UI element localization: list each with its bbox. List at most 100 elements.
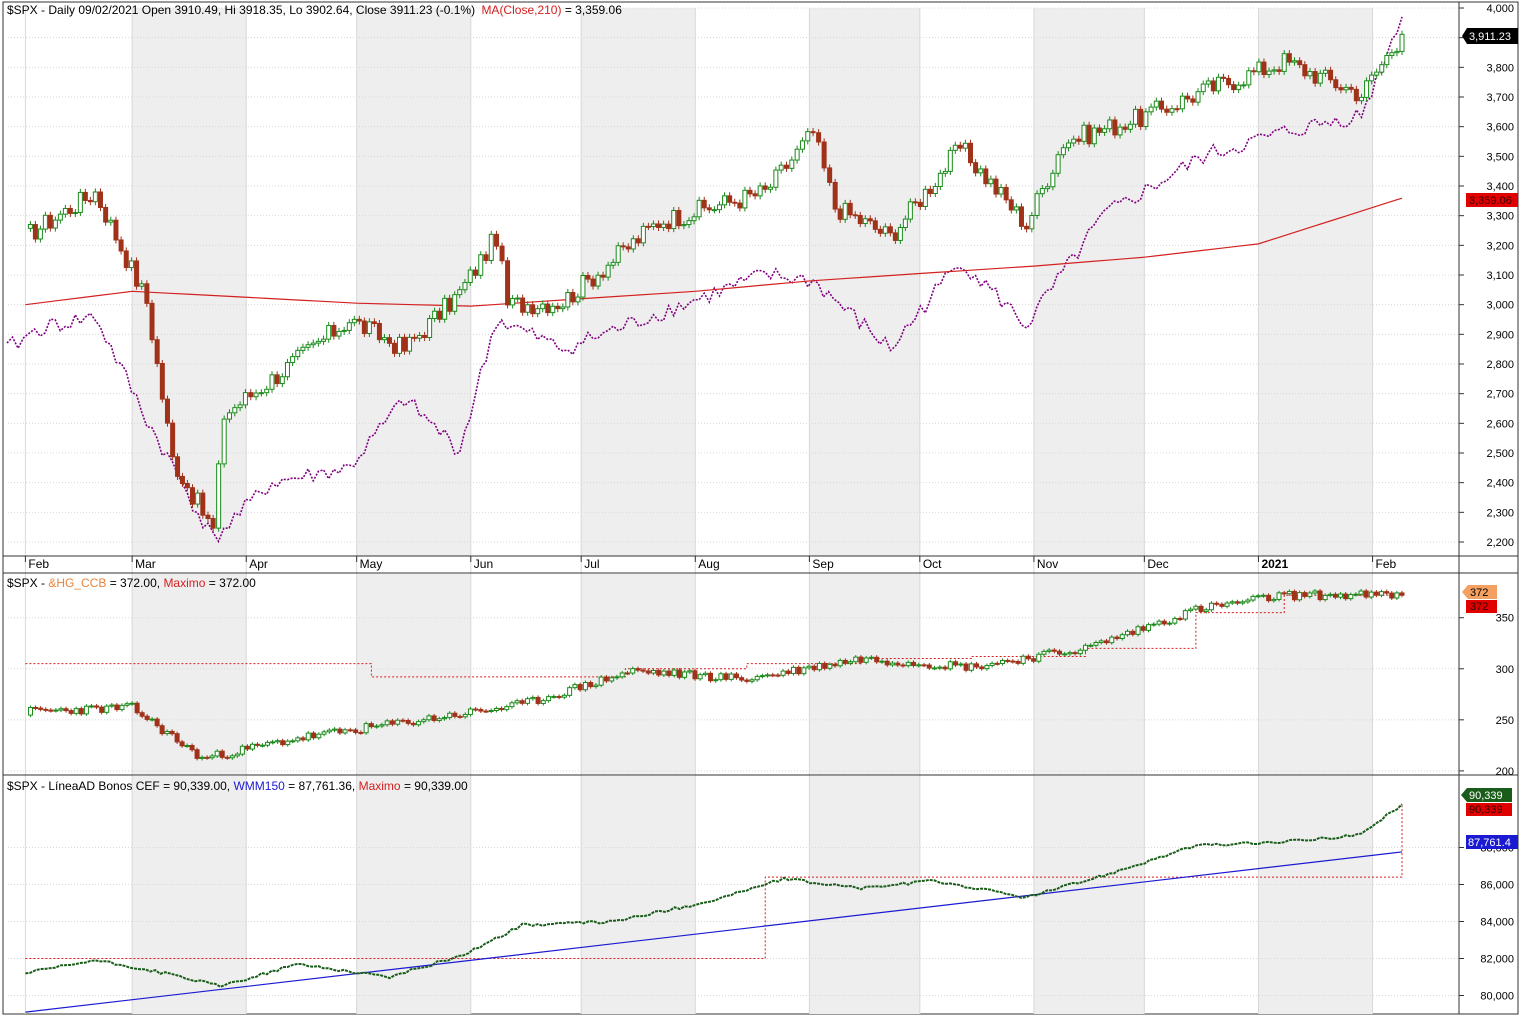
hg-candle-body [114, 704, 120, 711]
hg-candle-body [452, 712, 458, 717]
hg-candle-body [926, 664, 932, 669]
candle-body [773, 169, 779, 188]
hg-candle-body [169, 730, 175, 735]
spx-candles [27, 30, 1405, 532]
candle-body [237, 404, 243, 409]
panel3-max-label: Maximo [359, 779, 401, 793]
candle-body [620, 245, 626, 248]
candle-body [32, 224, 38, 240]
panel3-wmm-value: = 87,761.36, [288, 779, 358, 793]
hg-candle-body [754, 675, 760, 681]
candle-body [437, 310, 443, 320]
hg-candle-body [1229, 601, 1235, 604]
candle-body [447, 297, 453, 312]
candle-body [242, 392, 248, 406]
ad-line [25, 803, 1403, 989]
hg-candle-body [723, 673, 729, 680]
month-label: Sep [812, 557, 834, 571]
month-label: Feb [1376, 557, 1397, 571]
candle-body [499, 245, 505, 262]
month-band [809, 574, 920, 775]
candle-body [932, 185, 938, 194]
candle-body [72, 212, 78, 215]
ma-polyline [25, 197, 1403, 307]
hg-candle-body [260, 744, 266, 747]
candle-body [892, 232, 898, 241]
candle-body [205, 514, 211, 520]
hg-candle-body [254, 743, 260, 746]
candle-body [867, 218, 873, 222]
hg-candle-body [796, 666, 802, 675]
hg-candle-body [593, 684, 599, 688]
ma-tag-text: 3,359.06 [1469, 195, 1512, 207]
candle-body [42, 214, 48, 230]
hg-candle-body [68, 710, 74, 714]
panel1-header: $SPX - Daily 09/02/2021 Open 3910.49, Hi… [7, 3, 622, 17]
hg-candle-body [858, 656, 864, 663]
candle-body [195, 492, 201, 505]
ad-maximo-line [25, 804, 1403, 959]
month-band [356, 776, 471, 1014]
hg-axis-ticks: 350 300 250 200 [1459, 613, 1514, 778]
candle-body [1292, 60, 1298, 63]
hg-candle-body [43, 708, 49, 711]
candle-body [1050, 172, 1056, 188]
candle-body [520, 297, 526, 313]
candle-body [1200, 83, 1206, 93]
hg-candle-body [1384, 591, 1390, 594]
candle-body [361, 320, 367, 334]
candle-body [1246, 70, 1252, 86]
candle-body [52, 219, 58, 229]
hg-candle-body [73, 708, 79, 714]
hg-candle-body [1031, 658, 1037, 662]
candle-body [927, 188, 933, 194]
candle-body [560, 306, 566, 310]
hg-candle-body [702, 672, 708, 676]
hg-candle-body [1224, 602, 1230, 607]
candle-body [1122, 126, 1128, 130]
candle-body [128, 260, 134, 269]
candle-body [1133, 108, 1139, 125]
candle-body [200, 492, 206, 516]
hg-candle-body [853, 656, 859, 663]
hg-candle-body [164, 730, 170, 735]
hg-candle-body [765, 674, 771, 677]
candle-body [942, 170, 948, 174]
ad-tag: 90,339 [1461, 788, 1512, 802]
hg-candle-body [83, 705, 89, 715]
hg-candle-body [661, 670, 667, 676]
candle-body [321, 338, 327, 342]
candle-body [1066, 142, 1072, 149]
axis-tick-label: 2,400 [1486, 478, 1514, 490]
hg-candle-body [300, 737, 306, 741]
candle-body [1226, 77, 1232, 86]
candle-body [847, 202, 853, 216]
hg-candle-body [467, 708, 473, 715]
candle-body [57, 213, 63, 221]
hg-candle-body [63, 708, 69, 712]
candle-body [184, 483, 190, 489]
hg-candle-body [426, 715, 432, 721]
candle-body [1174, 108, 1180, 111]
candle-body [92, 191, 98, 203]
candle-body [1302, 64, 1308, 77]
hg-candle-body [1348, 594, 1354, 600]
month-label: Dec [1147, 557, 1168, 571]
hg-candle-body [244, 745, 250, 750]
candle-body [478, 254, 484, 276]
candle-body [442, 297, 448, 320]
candle-body [1205, 80, 1211, 85]
candle-body [1379, 64, 1385, 73]
candle-body [535, 308, 541, 315]
month-label: Feb [28, 557, 49, 571]
hg-candle-body [1203, 609, 1209, 612]
hg-candle-body [1020, 655, 1026, 664]
hg-candle-body [379, 724, 385, 727]
hg-max-tag-text: 372 [1470, 601, 1488, 613]
candle-body [452, 294, 458, 312]
candle-body [159, 362, 165, 400]
candle-body [67, 207, 73, 214]
hg-candle-body [588, 681, 594, 688]
candle-body [973, 162, 979, 174]
hg-candle-body [1188, 608, 1194, 612]
